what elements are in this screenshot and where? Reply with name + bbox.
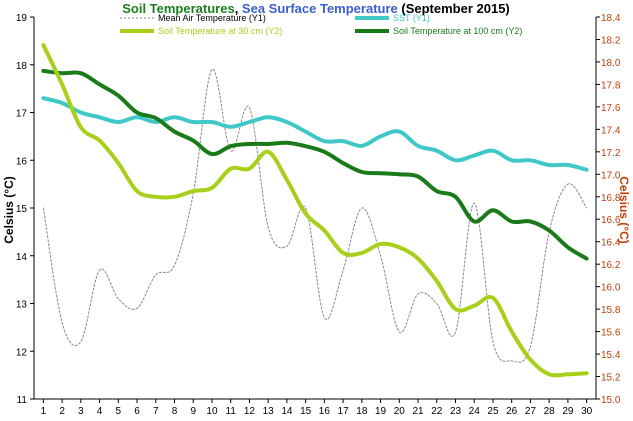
x-tick-label: 14 xyxy=(281,406,293,417)
y2-tick-label: 16.0 xyxy=(601,283,621,294)
title-part-date: (September 2015) xyxy=(398,1,510,16)
x-tick-label: 22 xyxy=(431,406,443,417)
series-line-sst-y1 xyxy=(41,96,589,172)
y2-tick-label: 17.2 xyxy=(601,148,621,159)
chart-title: Soil Temperatures, Sea Surface Temperatu… xyxy=(122,1,510,16)
y2-tick-label: 17.4 xyxy=(601,125,621,136)
y2-tick-label: 17.8 xyxy=(601,80,621,91)
y1-tick-label: 11 xyxy=(17,395,28,406)
x-tick-label: 2 xyxy=(59,406,65,417)
x-tick-label: 6 xyxy=(134,406,140,417)
y2-tick-label: 17.6 xyxy=(601,103,621,114)
y2-axis-label: Celsius (°C) xyxy=(617,176,631,243)
y2-tick-label: 15.8 xyxy=(601,305,621,316)
y2-tick-label: 16.2 xyxy=(601,260,621,271)
legend-label: Mean Air Temperature (Y1) xyxy=(158,13,266,23)
y1-tick-label: 17 xyxy=(16,109,28,120)
legend-label: SST (Y1) xyxy=(393,13,430,23)
y1-tick-label: 14 xyxy=(16,252,28,263)
x-tick-label: 25 xyxy=(487,406,499,417)
x-tick-label: 10 xyxy=(206,406,218,417)
legend-label: Soil Temperature at 100 cm (Y2) xyxy=(393,26,522,36)
x-tick-label: 8 xyxy=(172,406,178,417)
x-tick-label: 30 xyxy=(581,406,593,417)
y1-axis-label: Celsius (°C) xyxy=(2,176,16,243)
x-tick-label: 15 xyxy=(300,406,312,417)
x-tick-label: 7 xyxy=(153,406,159,417)
x-tick-label: 12 xyxy=(244,406,256,417)
y2-tick-label: 18.0 xyxy=(601,58,621,69)
title-part-sst: Sea Surface Temperature xyxy=(242,1,398,16)
title-separator: , xyxy=(235,1,242,16)
x-tick-label: 23 xyxy=(450,406,462,417)
x-tick-label: 4 xyxy=(97,406,103,417)
title-part-soil: Soil Temperatures xyxy=(122,1,234,16)
x-tick-label: 26 xyxy=(506,406,518,417)
y2-tick-label: 16.4 xyxy=(601,238,621,249)
x-tick-label: 20 xyxy=(394,406,406,417)
y2-tick-label: 18.2 xyxy=(601,35,621,46)
x-tick-label: 19 xyxy=(375,406,387,417)
y1-tick-label: 15 xyxy=(16,204,28,215)
y2-tick-label: 18.4 xyxy=(601,13,621,24)
series-line-mean-air-temperature-y1 xyxy=(42,68,588,363)
y2-tick-label: 16.8 xyxy=(601,193,621,204)
y2-tick-label: 15.0 xyxy=(601,395,621,406)
x-tick-label: 5 xyxy=(116,406,122,417)
x-tick-label: 29 xyxy=(562,406,574,417)
legend-label: Soil Temperature at 30 cm (Y2) xyxy=(158,26,282,36)
y2-tick-label: 16.6 xyxy=(601,215,621,226)
y1-tick-label: 18 xyxy=(16,61,28,72)
x-tick-label: 1 xyxy=(41,406,47,417)
y2-tick-label: 15.4 xyxy=(601,350,621,361)
y1-tick-label: 16 xyxy=(16,156,28,167)
y2-tick-label: 15.6 xyxy=(601,328,621,339)
y1-tick-label: 19 xyxy=(16,13,28,24)
series-layer xyxy=(41,43,589,378)
y1-tick-label: 13 xyxy=(16,300,28,311)
x-tick-label: 16 xyxy=(319,406,331,417)
y2-tick-label: 17.0 xyxy=(601,170,621,181)
y1-tick-label: 12 xyxy=(16,347,28,358)
series-line-soil-temperature-at-30-cm-y2 xyxy=(41,43,589,378)
x-tick-label: 21 xyxy=(412,406,424,417)
x-tick-label: 13 xyxy=(263,406,275,417)
x-tick-label: 11 xyxy=(226,406,237,417)
x-tick-label: 17 xyxy=(338,406,350,417)
axes: 11121314151617181915.015.215.415.615.816… xyxy=(16,13,621,417)
x-tick-label: 28 xyxy=(544,406,556,417)
series-line-soil-temperature-at-100-cm-y2 xyxy=(41,68,589,261)
legend: Mean Air Temperature (Y1) SST (Y1) Soil Te… xyxy=(120,13,522,36)
x-tick-label: 18 xyxy=(356,406,368,417)
x-tick-label: 3 xyxy=(78,406,84,417)
x-tick-label: 9 xyxy=(190,406,196,417)
x-tick-label: 27 xyxy=(525,406,537,417)
y2-tick-label: 15.2 xyxy=(601,373,621,384)
x-tick-label: 24 xyxy=(469,406,481,417)
